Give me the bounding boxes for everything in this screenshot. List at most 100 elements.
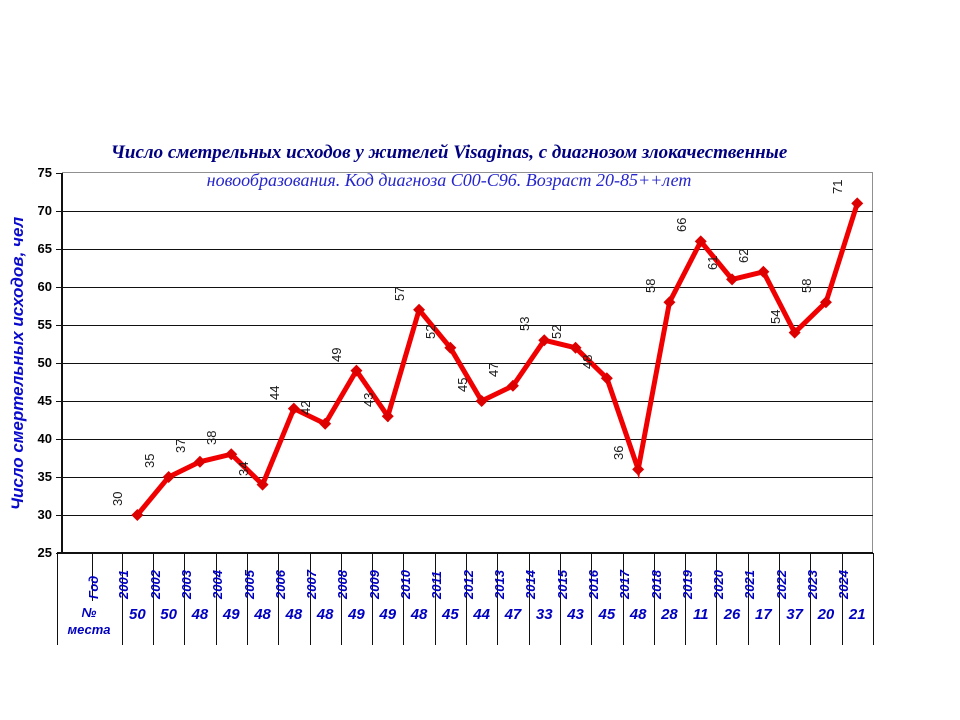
table-column-separator	[121, 553, 123, 645]
data-point-label: 45	[454, 377, 470, 392]
year-cell: 2020	[711, 570, 727, 599]
table-column-separator	[716, 553, 718, 645]
y-tick-label: 65	[37, 241, 52, 256]
y-tick-label: 75	[37, 165, 52, 180]
place-value-cell: 47	[504, 606, 522, 623]
data-point-marker	[757, 265, 770, 278]
table-column-separator	[466, 553, 467, 645]
y-axis-tick	[56, 172, 62, 174]
data-point-label: 42	[298, 400, 314, 415]
data-point-marker	[788, 326, 801, 339]
y-tick-label: 50	[37, 355, 52, 370]
place-value-cell: 49	[348, 606, 365, 623]
place-value-cell: 44	[473, 606, 490, 623]
data-point-marker	[350, 364, 363, 377]
table-column-separator	[340, 553, 342, 645]
data-point-label: 30	[110, 491, 126, 506]
place-value-cell: 17	[754, 606, 772, 623]
data-point-label: 49	[329, 347, 345, 362]
y-axis-tick	[56, 362, 62, 364]
table-header-cell-separator	[92, 553, 93, 601]
place-value-cell: 48	[410, 606, 428, 623]
place-value-cell: 20	[817, 606, 835, 623]
year-cell: 2001	[116, 570, 132, 599]
data-point-label: 37	[172, 438, 188, 453]
year-cell: 2018	[648, 570, 664, 599]
data-point-label: 48	[579, 354, 595, 370]
table-column-separator	[184, 553, 186, 645]
place-value-cell: 45	[441, 606, 459, 623]
table-column-separator	[622, 553, 624, 645]
y-axis-tick	[56, 438, 62, 440]
gridline	[62, 476, 873, 478]
year-cell: 2008	[335, 570, 351, 599]
table-column-separator	[685, 553, 687, 645]
year-cell: 2014	[523, 570, 539, 599]
data-point-label: 62	[736, 248, 752, 263]
data-point-marker	[632, 463, 645, 476]
year-cell: 2022	[773, 570, 789, 599]
place-value-cell: 48	[629, 606, 647, 623]
data-point-marker	[851, 197, 864, 210]
place-value-cell: 28	[661, 606, 678, 623]
year-cell: 2013	[492, 570, 507, 599]
y-tick-label: 25	[37, 545, 52, 560]
table-column-separator	[841, 553, 843, 645]
y-axis-tick	[56, 324, 62, 326]
data-point-marker	[726, 273, 739, 286]
data-point-label: 61	[705, 255, 721, 271]
year-cell: 2016	[585, 570, 601, 599]
table-column-separator	[872, 553, 874, 645]
table-column-separator	[559, 553, 561, 645]
year-cell: 2007	[304, 570, 320, 599]
place-value-cell: 21	[848, 606, 866, 623]
y-axis-tick	[56, 286, 62, 288]
data-point-marker	[444, 341, 457, 354]
y-tick-label: 70	[37, 203, 52, 218]
place-value-cell: 26	[723, 606, 741, 623]
data-point-marker	[600, 372, 613, 385]
place-value-cell: 50	[160, 606, 177, 623]
data-point-label: 54	[767, 309, 783, 324]
data-point-label: 53	[517, 316, 533, 332]
data-point-marker	[819, 296, 832, 309]
data-point-label: 58	[642, 278, 658, 294]
table-column-separator	[434, 553, 436, 645]
place-value-cell: 49	[379, 606, 397, 623]
table-column-separator	[497, 553, 499, 645]
table-column-separator	[309, 553, 311, 645]
data-point-marker	[413, 303, 426, 316]
year-cell: 2012	[460, 570, 476, 599]
data-point-label: 52	[423, 324, 439, 339]
year-cell: 2009	[366, 570, 382, 599]
year-cell: 2015	[554, 570, 570, 599]
table-row-label-line-1: №	[81, 605, 97, 620]
table-column-separator	[653, 553, 655, 645]
table-column-separator	[246, 553, 248, 645]
y-axis-tick	[56, 210, 62, 212]
year-cell: 2003	[178, 570, 194, 599]
data-point-marker	[225, 448, 238, 461]
place-value-cell: 11	[692, 606, 709, 623]
table-column-separator	[153, 553, 154, 645]
plot-border-top	[62, 172, 873, 173]
gridline	[62, 514, 873, 516]
year-cell: 2002	[147, 570, 163, 599]
data-point-label: 35	[141, 453, 157, 468]
table-column-separator	[810, 553, 812, 645]
y-tick-label: 40	[37, 431, 52, 446]
year-cell: 2005	[241, 570, 257, 599]
data-point-marker	[381, 410, 394, 423]
place-value-cell: 48	[191, 606, 209, 623]
data-point-label: 58	[799, 278, 814, 294]
data-point-marker	[193, 455, 206, 468]
place-value-cell: 48	[285, 606, 303, 623]
table-column-separator	[528, 553, 530, 645]
data-point-label: 71	[830, 179, 846, 195]
table-column-separator	[215, 553, 217, 645]
data-point-label: 36	[611, 445, 627, 461]
data-point-label: 34	[235, 461, 251, 476]
table-column-separator	[747, 553, 749, 645]
table-row-label-line-2: места	[67, 622, 111, 637]
year-cell: 2023	[805, 570, 820, 599]
